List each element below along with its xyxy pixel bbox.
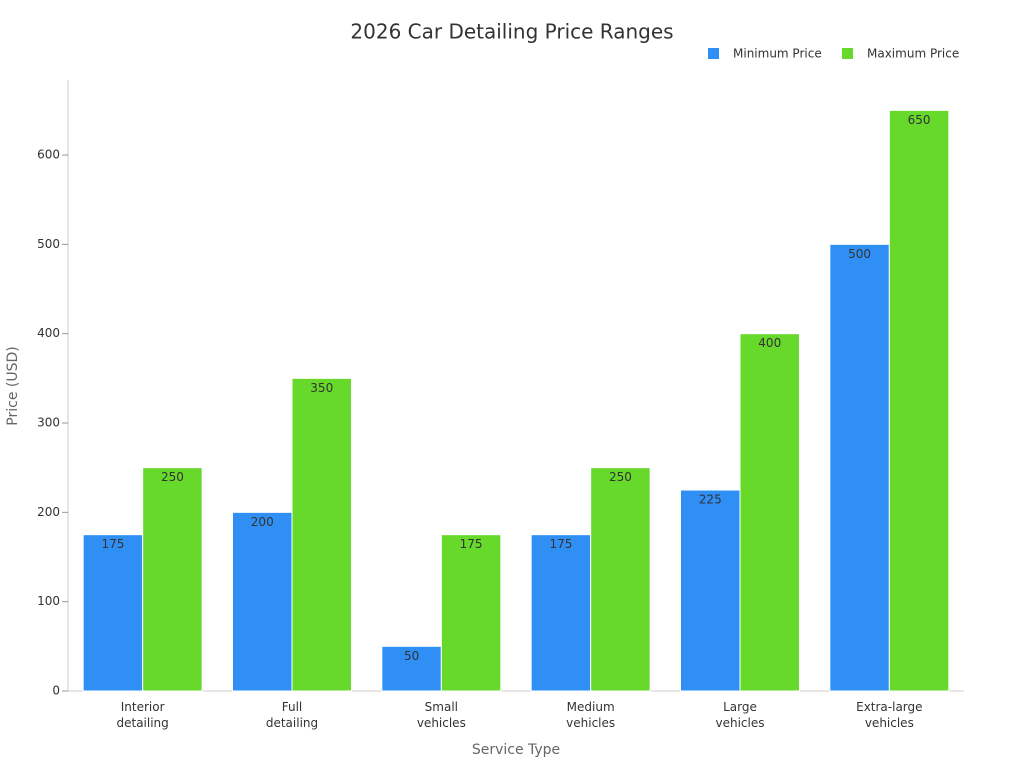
y-tick-label: 300 [37,416,60,430]
bar [291,377,352,692]
bar [829,243,890,692]
x-tick-label: Full detailing [265,700,319,730]
legend-swatch [708,48,719,59]
data-label: 500 [848,247,871,261]
y-tick-label: 100 [37,594,60,608]
bar [680,489,741,692]
bar [440,534,502,692]
data-label: 200 [251,515,274,529]
bar [739,333,800,692]
y-tick-label: 200 [37,505,60,519]
bar [530,534,592,692]
bar [590,467,651,692]
y-axis-label: Price (USD) [5,346,21,425]
y-tick-label: 500 [37,237,60,251]
x-tick-label: Small vehicles [416,700,466,730]
x-tick-label: Extra-large vehicles [856,700,923,730]
x-axis-label: Service Type [472,742,560,758]
data-label: 650 [908,113,931,127]
data-label: 225 [699,493,722,507]
y-tick-label: 0 [52,684,60,698]
data-label: 50 [404,649,419,663]
bar [142,467,203,692]
bar [232,511,293,692]
bar [82,534,144,692]
data-label: 250 [609,470,632,484]
legend-label: Maximum Price [867,47,959,61]
data-label: 175 [460,537,483,551]
legend-label: Minimum Price [733,47,822,61]
data-label: 175 [101,537,124,551]
data-label: 400 [758,336,781,350]
data-label: 175 [549,537,572,551]
x-tick-label: Large vehicles [715,700,765,730]
x-tick-label: Interior detailing [116,700,169,730]
data-label: 350 [310,381,333,395]
legend-swatch [842,48,853,59]
data-label: 250 [161,470,184,484]
x-tick-label: Medium vehicles [566,700,616,730]
y-tick-label: 600 [37,148,60,162]
chart-title: 2026 Car Detailing Price Ranges [350,20,673,44]
bar [888,109,950,692]
y-tick-label: 400 [37,326,60,340]
